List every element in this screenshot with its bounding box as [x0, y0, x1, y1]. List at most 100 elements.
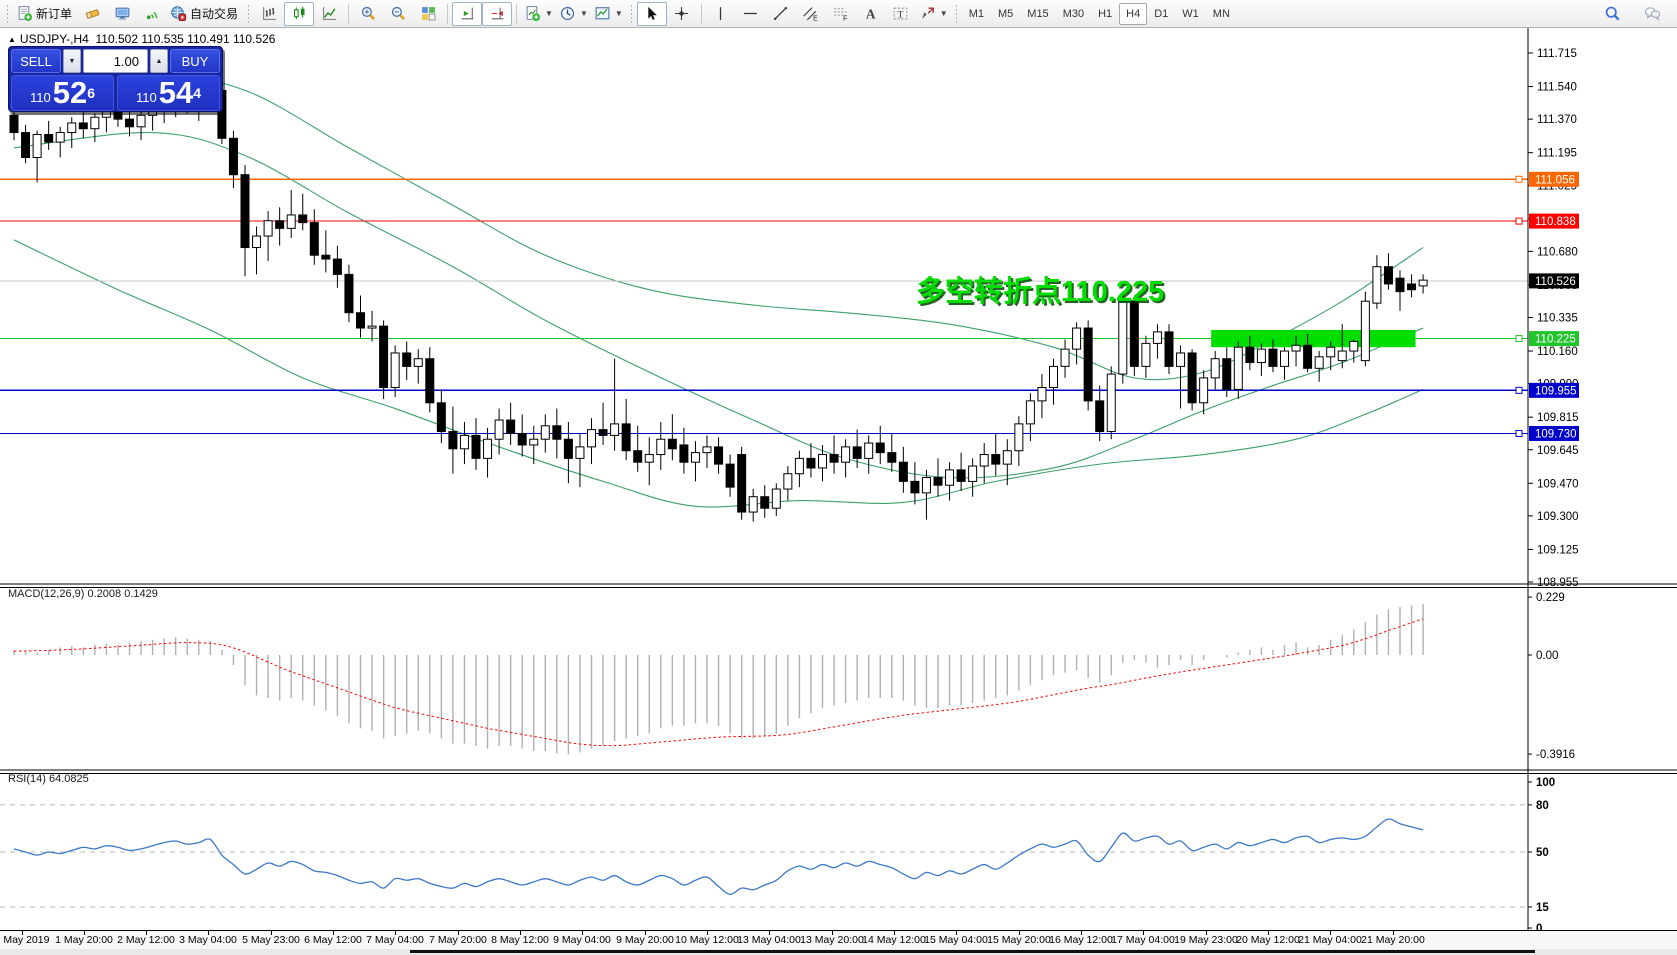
candle-body-bear [898, 461, 908, 482]
crosshair-button[interactable] [667, 2, 697, 26]
autotrade-button[interactable]: 自动交易 [167, 2, 243, 26]
candle-body-bull [1199, 377, 1209, 404]
candle-body-bull [702, 446, 712, 454]
crosshair-icon [675, 7, 689, 20]
toolbar-grip[interactable] [628, 3, 634, 24]
sell-quote-button[interactable]: 110 52 6 [11, 75, 114, 111]
chart-canvas[interactable]: 111.715111.540111.370111.195111.025110.8… [0, 28, 1677, 948]
candle-body-bull [690, 452, 700, 463]
periods-button[interactable]: ▼ [556, 2, 591, 26]
equidistant-channel-button[interactable]: E [796, 2, 826, 26]
candle-body-bear [298, 214, 308, 224]
terminal-icon [115, 7, 129, 20]
timeframe-mn-button[interactable]: MN [1212, 7, 1230, 20]
symbol-title: USDJPY-,H4 [19, 32, 89, 46]
horizontal-line-button[interactable] [736, 2, 766, 26]
level-handle-marker[interactable] [1515, 386, 1523, 394]
horizontal-scrollbar[interactable] [0, 948, 1677, 955]
candle-body-bull [413, 358, 423, 367]
eraser-button[interactable] [77, 2, 107, 26]
time-axis-label: 7 May 04:00 [366, 934, 424, 946]
trendline-icon [774, 7, 788, 20]
dropdown-caret-icon[interactable]: ▼ [579, 9, 588, 18]
fibonacci-button[interactable]: F [826, 2, 856, 26]
level-handle-marker[interactable] [1515, 335, 1523, 343]
timeframe-m30-button[interactable]: M30 [1062, 7, 1085, 20]
tile-windows-button[interactable] [413, 2, 443, 26]
price-level-badge-text: 109.955 [1535, 385, 1577, 397]
search-button[interactable] [1597, 2, 1627, 26]
buy-button[interactable]: BUY [170, 49, 220, 73]
dropdown-caret-icon[interactable]: ▼ [614, 9, 623, 18]
volume-decrement-button[interactable]: ▼ [63, 49, 81, 73]
level-handle-marker[interactable] [1515, 429, 1523, 437]
sell-button[interactable]: SELL [11, 49, 61, 73]
arrows-button[interactable]: ▼ [916, 2, 951, 26]
svg-text:E: E [813, 15, 818, 22]
volume-increment-button[interactable]: ▲ [150, 49, 168, 73]
bollinger-lower-band[interactable] [13, 239, 1424, 508]
time-axis[interactable]: 1 May 2019 1 May 20:00 2 May 12:00 3 May 04… [0, 930, 1677, 949]
toolbar-separator [700, 3, 702, 24]
time-axis-label: 9 May 20:00 [616, 934, 674, 946]
new-chart-button[interactable]: ▼ [521, 2, 556, 26]
timeframe-h1-button[interactable]: H1 [1098, 7, 1113, 20]
text-label-button[interactable]: T [886, 2, 916, 26]
macd-value-main: 0.2008 [87, 588, 122, 600]
toolbar-grip[interactable] [246, 3, 252, 24]
zoom-out-button[interactable] [383, 2, 413, 26]
scrollbar-thumb[interactable] [410, 950, 1535, 953]
timeframe-m5-button[interactable]: M5 [998, 7, 1014, 20]
volume-input[interactable] [83, 49, 148, 73]
chart-shift-button[interactable] [482, 1, 513, 26]
dropdown-caret-icon[interactable]: ▼ [545, 9, 553, 18]
candle-body-bear [852, 446, 862, 459]
toolbar-grip[interactable] [953, 3, 959, 24]
timeframe-h4-button[interactable]: H4 [1119, 2, 1148, 25]
timeframe-m15-button[interactable]: M15 [1027, 7, 1049, 20]
time-axis-tick [520, 931, 521, 935]
pivot-highlight-zone[interactable] [1211, 329, 1416, 348]
collapse-triangle-icon[interactable]: ▲ [8, 35, 16, 44]
price-level-badge [1529, 171, 1579, 187]
sell-price-pip: 6 [87, 85, 95, 101]
chart-window[interactable]: 111.715111.540111.370111.195111.025110.8… [0, 28, 1677, 955]
level-handle-marker[interactable] [1515, 217, 1523, 225]
dropdown-caret-icon[interactable]: ▼ [939, 9, 948, 18]
candlestick-chart-button[interactable] [284, 1, 315, 26]
candle-body-bear [621, 423, 631, 452]
terminal-button[interactable] [107, 2, 137, 26]
line-chart-button[interactable] [314, 2, 344, 26]
candle-body-bull [771, 488, 781, 509]
time-axis-label: 14 May 12:00 [862, 934, 926, 946]
text-button[interactable]: A [856, 2, 886, 26]
candle-body-bull [1049, 365, 1058, 388]
templates-button[interactable]: ▼ [591, 2, 626, 26]
bollinger-middle-band[interactable] [13, 131, 1424, 479]
signal-button[interactable] [137, 2, 167, 26]
cursor-button[interactable] [636, 1, 667, 26]
candle-body-bear [956, 469, 966, 482]
candle-body-bear [309, 222, 319, 256]
price-axis[interactable]: 111.715111.540111.370111.195111.025110.8… [1527, 28, 1579, 935]
vertical-line-button[interactable] [706, 2, 736, 26]
toolbar-grip[interactable] [5, 3, 10, 24]
time-axis-tick [894, 931, 895, 935]
auto-scroll-button[interactable] [452, 1, 483, 26]
price-level-badge-text: 110.838 [1535, 216, 1576, 228]
svg-text:T: T [898, 9, 904, 20]
zoom-in-button[interactable] [353, 2, 383, 26]
new-order-button[interactable]: 新订单 [13, 2, 77, 26]
chat-icon [1644, 7, 1660, 21]
timeframe-m1-button[interactable]: M1 [968, 7, 984, 20]
candle-body-bear [1268, 348, 1278, 367]
chat-button[interactable] [1637, 2, 1667, 26]
candle-body-bull [1280, 350, 1289, 367]
trendline-button[interactable] [766, 2, 796, 26]
bar-chart-button[interactable] [254, 2, 284, 26]
candle-body-bear [725, 463, 735, 488]
level-handle-marker[interactable] [1515, 175, 1523, 183]
timeframe-d1-button[interactable]: D1 [1154, 7, 1169, 20]
timeframe-w1-button[interactable]: W1 [1182, 7, 1199, 20]
buy-quote-button[interactable]: 110 54 4 [117, 75, 220, 111]
